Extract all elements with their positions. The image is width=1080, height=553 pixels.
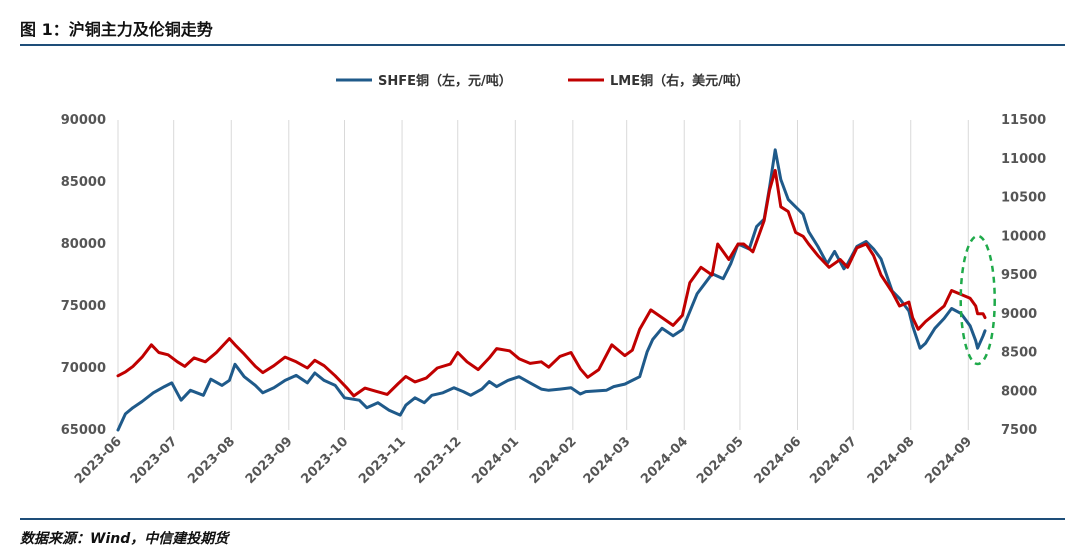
y-right-tick-label: 11500 [1001,113,1046,128]
y-right-tick-label: 9500 [1001,268,1037,283]
y-right-tick-label: 10500 [1001,191,1046,206]
annotation-layer [959,234,996,366]
legend-label: LME铜（右，美元/吨） [610,73,749,89]
x-tick-label: 2024-02 [527,434,580,487]
source-note: 数据来源：Wind，中信建投期货 [20,531,229,547]
x-tick-label: 2023-09 [243,434,296,487]
figure-title: 图 1：沪铜主力及伦铜走势 [20,20,213,39]
legend-label: SHFE铜（左，元/吨） [378,73,512,89]
x-tick-label: 2024-09 [922,434,975,487]
x-tick-label: 2024-03 [581,434,634,487]
x-tick-label: 2023-06 [72,434,125,487]
x-tick-label: 2024-06 [752,434,805,487]
y-right-tick-label: 10000 [1001,229,1046,244]
y-left-tick-label: 90000 [61,113,106,128]
x-tick-label: 2024-07 [807,434,860,487]
x-tick-label: 2024-08 [865,434,918,487]
price-chart: 2023-06 2023-07 2023-08 2023-09 2023-10 2023-… [61,73,1046,487]
x-tick-label: 2023-10 [299,434,352,487]
x-tick-label: 2023-08 [185,434,238,487]
y-right-tick-label: 8500 [1001,346,1037,361]
source-rule [20,518,1065,520]
x-tick-label: 2024-01 [469,434,522,487]
lme-copper-line [116,168,987,398]
title-rule [20,44,1065,46]
y-left-tick-label: 65000 [61,423,106,438]
x-tick-label: 2024-05 [694,434,747,487]
x-tick-label: 2023-07 [128,434,181,487]
x-tick-label: 2023-12 [412,434,465,487]
y-right-tick-label: 11000 [1001,152,1046,167]
legend-item-lme: LME铜（右，美元/吨） [568,73,749,89]
chart-legend: SHFE铜（左，元/吨） LME铜（右，美元/吨） [336,73,749,89]
y-left-tick-label: 85000 [61,175,106,190]
grid-layer [117,120,969,430]
y-left-tick-label: 75000 [61,299,106,314]
y-left-tick-label: 80000 [61,237,106,252]
x-tick-label: 2024-04 [638,434,691,487]
legend-item-shfe: SHFE铜（左，元/吨） [336,73,512,89]
y-right-tick-label: 7500 [1001,423,1037,438]
shfe-copper-line [116,148,987,432]
y-left-tick-label: 70000 [61,361,106,376]
y-right-tick-label: 8000 [1001,384,1037,399]
axis-layer: 2023-06 2023-07 2023-08 2023-09 2023-10 2023-… [61,113,1046,487]
x-tick-label: 2023-11 [356,434,409,487]
series-layer [116,148,987,432]
y-right-tick-label: 9000 [1001,307,1037,322]
highlight-ellipse [959,234,996,366]
